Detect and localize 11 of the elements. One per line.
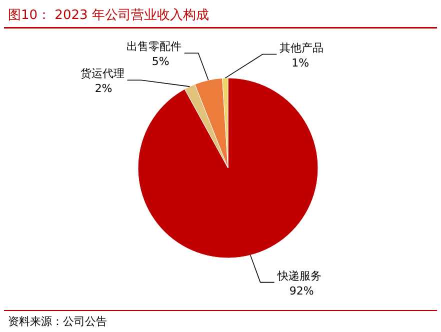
data-label: 92% bbox=[289, 284, 314, 298]
data-label: 5% bbox=[152, 55, 170, 68]
chart-title: 图10： 2023 年公司营业收入构成 bbox=[8, 8, 209, 23]
slice-label: 货运代理 bbox=[80, 67, 124, 80]
data-label: 1% bbox=[292, 56, 310, 70]
text: 资料来源：公司公告 bbox=[8, 315, 107, 328]
slice-label: 快递服务 bbox=[276, 269, 322, 282]
slice-label: 出售零配件 bbox=[126, 40, 182, 54]
slice-label: 其他产品 bbox=[280, 41, 324, 54]
data-label: 2% bbox=[94, 82, 112, 96]
pie-slice bbox=[138, 78, 318, 258]
